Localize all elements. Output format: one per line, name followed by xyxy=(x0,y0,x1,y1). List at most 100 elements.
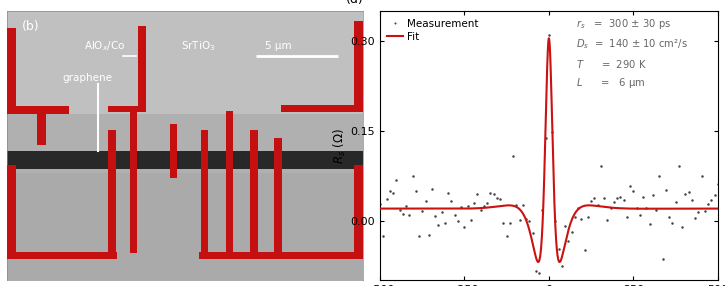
Point xyxy=(650,208,662,213)
Point xyxy=(689,216,701,220)
Point xyxy=(644,222,655,227)
Point xyxy=(413,233,425,238)
Point xyxy=(384,189,396,194)
Point xyxy=(676,225,688,229)
Point xyxy=(624,184,636,188)
Point xyxy=(442,191,454,196)
Bar xyxy=(170,124,177,178)
Bar xyxy=(354,21,362,112)
Text: (b): (b) xyxy=(22,20,39,33)
Point xyxy=(576,217,587,221)
Text: $r_s$   =  300 ± 30 ps
$D_s$  =  140 ± 10 cm²/s
$T$      =  290 K
$L$      =   6: $r_s$ = 300 ± 30 ps $D_s$ = 140 ± 10 cm²… xyxy=(576,17,688,90)
Point xyxy=(572,205,584,210)
Point xyxy=(436,210,447,215)
Point xyxy=(449,213,460,218)
Point xyxy=(501,234,513,238)
Bar xyxy=(7,106,70,114)
Point xyxy=(589,196,600,200)
Point xyxy=(530,269,542,273)
Point xyxy=(679,191,691,196)
Point xyxy=(397,212,409,216)
Point xyxy=(523,219,535,223)
Point xyxy=(484,190,496,195)
Point xyxy=(465,217,477,222)
Point xyxy=(663,215,675,220)
Point xyxy=(582,215,594,220)
Y-axis label: $R_s$ (Ω): $R_s$ (Ω) xyxy=(332,128,348,164)
Bar xyxy=(130,111,137,253)
Point xyxy=(514,217,526,222)
Point xyxy=(381,197,392,202)
Point xyxy=(423,233,434,237)
Point xyxy=(579,248,590,252)
Bar xyxy=(354,165,362,259)
Point xyxy=(491,196,502,200)
Point xyxy=(634,213,646,217)
Point xyxy=(462,204,473,208)
Bar xyxy=(108,130,116,253)
Text: SrTiO$_3$: SrTiO$_3$ xyxy=(181,39,216,53)
Point xyxy=(420,198,431,203)
Point xyxy=(452,219,464,223)
Point xyxy=(608,200,620,204)
Point xyxy=(439,221,451,226)
Point xyxy=(387,191,399,195)
Point xyxy=(488,192,500,196)
Bar xyxy=(201,130,209,253)
Point xyxy=(497,221,509,225)
Point xyxy=(400,204,412,209)
Point xyxy=(653,173,665,178)
Point xyxy=(510,203,522,207)
Point xyxy=(543,32,555,37)
Point xyxy=(696,173,708,178)
Bar xyxy=(250,130,258,253)
Point xyxy=(621,214,633,219)
Point xyxy=(611,196,623,200)
Bar xyxy=(38,112,46,144)
Point xyxy=(475,208,486,212)
Point xyxy=(394,208,405,212)
Point xyxy=(553,247,565,251)
Point xyxy=(468,201,480,205)
Text: 5 μm: 5 μm xyxy=(265,41,291,51)
Bar xyxy=(7,173,362,280)
Point xyxy=(391,178,402,183)
Point xyxy=(660,188,671,192)
Point xyxy=(455,204,467,209)
Point xyxy=(472,191,484,196)
Point xyxy=(640,206,652,210)
Point xyxy=(657,257,668,262)
Point xyxy=(673,164,684,168)
Point xyxy=(686,198,697,202)
Point xyxy=(407,174,418,178)
Point xyxy=(670,199,681,204)
Point xyxy=(699,208,710,213)
Point xyxy=(566,230,577,234)
Legend: Measurement, Fit: Measurement, Fit xyxy=(385,17,481,44)
Point xyxy=(592,202,603,207)
Text: AlO$_x$/Co: AlO$_x$/Co xyxy=(83,39,125,53)
Point xyxy=(426,187,438,191)
Bar xyxy=(108,106,141,112)
Point xyxy=(666,221,678,226)
Bar xyxy=(281,105,362,112)
Point xyxy=(628,188,639,193)
Bar xyxy=(274,138,282,253)
Point xyxy=(631,206,642,210)
Point xyxy=(517,203,529,207)
Point xyxy=(416,208,428,213)
Bar xyxy=(199,252,356,259)
Point xyxy=(550,218,561,223)
Bar xyxy=(7,151,362,169)
Point xyxy=(556,264,568,269)
Point xyxy=(433,223,444,227)
Point xyxy=(595,164,607,168)
Point xyxy=(540,136,552,140)
Point xyxy=(547,130,558,134)
Point xyxy=(637,194,649,199)
Point xyxy=(429,213,441,218)
Point xyxy=(692,210,704,214)
Point xyxy=(378,234,389,239)
Bar xyxy=(7,252,117,259)
Point xyxy=(618,198,629,202)
